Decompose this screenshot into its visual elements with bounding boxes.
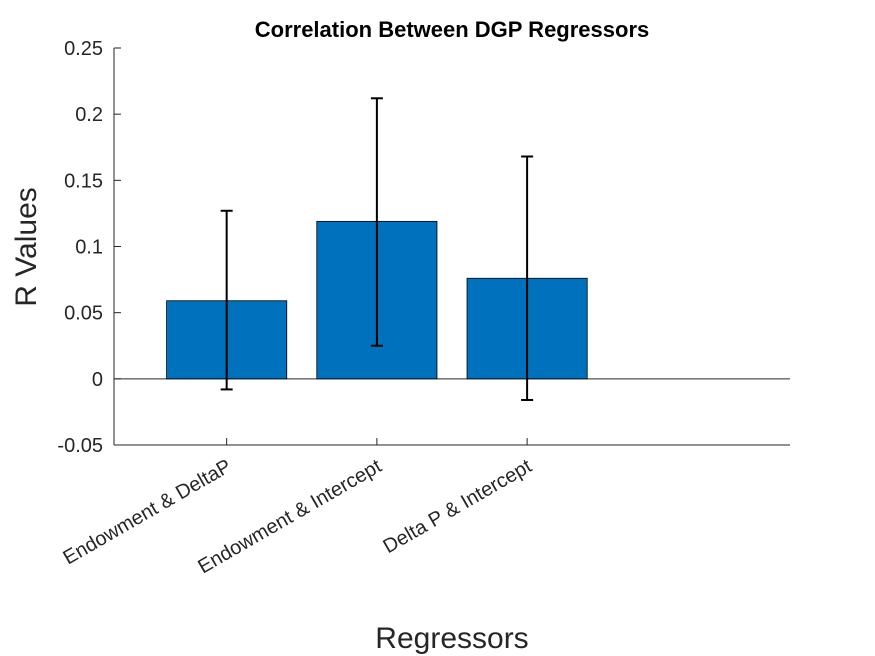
y-axis-label: R Values <box>10 187 43 307</box>
x-axis-label: Regressors <box>375 622 528 655</box>
x-tick-label: Delta P & Intercept <box>380 455 536 558</box>
y-tick-label: 0.25 <box>64 38 103 60</box>
y-tick-label: -0.05 <box>57 435 103 457</box>
y-tick-label: 0.2 <box>75 104 103 126</box>
y-tick-label: 0.15 <box>64 170 103 192</box>
chart-title: Correlation Between DGP Regressors <box>255 17 650 42</box>
y-tick-label: 0.05 <box>64 303 103 325</box>
y-tick-label: 0.1 <box>75 237 103 259</box>
y-tick-label: 0 <box>92 369 103 391</box>
